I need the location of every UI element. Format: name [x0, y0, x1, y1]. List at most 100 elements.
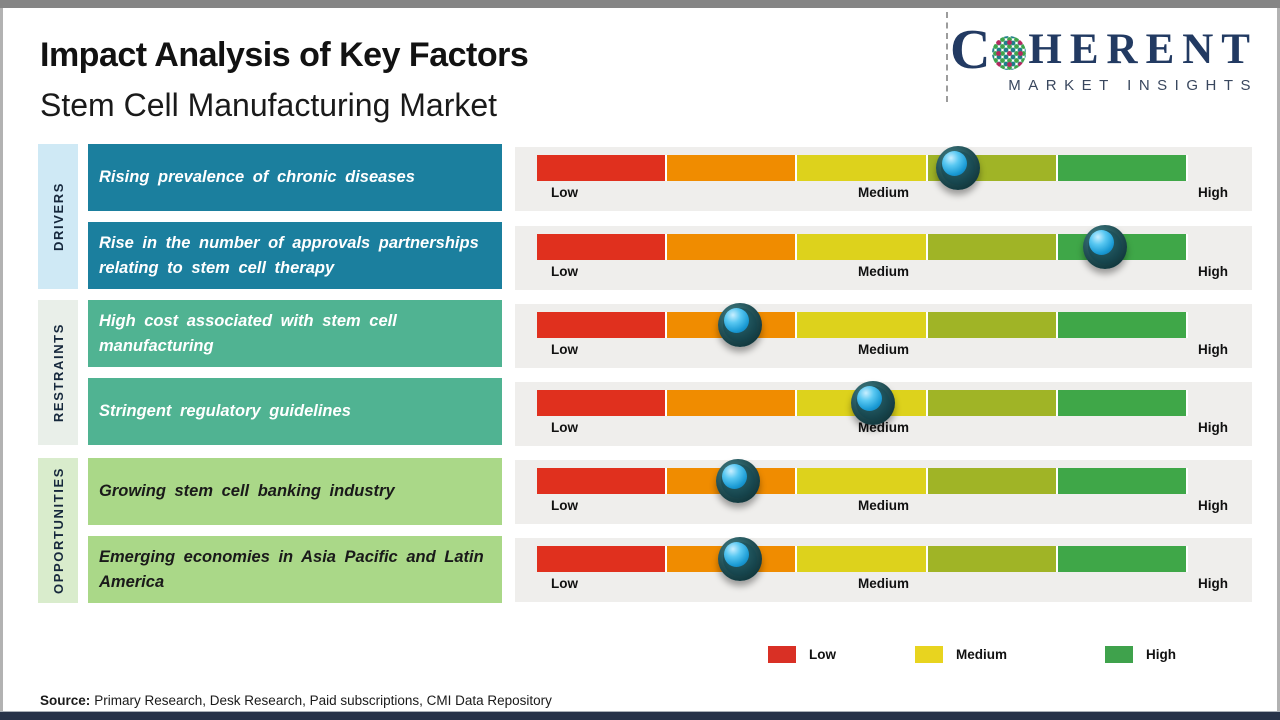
scale-label-medium: Medium: [857, 264, 909, 279]
scale-segment-red: [537, 155, 668, 181]
scale-segment-red: [537, 468, 668, 494]
group-label-restraints: RESTRAINTS: [38, 300, 78, 445]
brand-letter-c: C: [949, 19, 991, 81]
factor-box: Rise in the number of approvals partners…: [88, 222, 502, 289]
impact-scale-bar: [537, 459, 1189, 503]
legend-chip-low: [768, 646, 796, 663]
impact-scale-bar: [537, 225, 1189, 269]
scale-label-medium: Medium: [857, 498, 909, 513]
factor-text: Growing stem cell banking industry: [99, 482, 395, 501]
globe-dots-icon: [992, 36, 1027, 70]
scale-segment-yellowgreen: [927, 468, 1058, 494]
factor-box: High cost associated with stem cell manu…: [88, 300, 502, 367]
source-text: Primary Research, Desk Research, Paid su…: [94, 693, 552, 708]
impact-scale-bar: [537, 537, 1189, 581]
brand-letters-rest: HERENT: [1028, 26, 1258, 73]
scale-segment-red: [537, 546, 668, 572]
legend-chip-medium: [915, 646, 943, 663]
scale-segment-orange: [667, 234, 798, 260]
legend-chip-high: [1105, 646, 1133, 663]
scale-segment-yellow: [797, 546, 928, 572]
impact-marker: [1083, 225, 1128, 269]
page-title: Impact Analysis of Key Factors: [40, 36, 529, 74]
legend-label-medium: Medium: [956, 647, 1008, 662]
scale-label-high: High: [1198, 420, 1228, 435]
scale-label-low: Low: [551, 576, 578, 591]
factor-text: Rise in the number of approvals partners…: [99, 233, 479, 277]
scale-label-high: High: [1198, 498, 1228, 513]
scale-segment-yellow: [797, 155, 928, 181]
factor-box: Growing stem cell banking industry: [88, 458, 502, 525]
legend-label-high: High: [1146, 647, 1176, 662]
legend-item-high: High: [1105, 646, 1176, 663]
group-label-text: OPPORTUNITIES: [50, 467, 66, 594]
scale-segment-orange: [667, 390, 798, 416]
page-left-border: [0, 8, 3, 713]
page-top-border: [0, 0, 1280, 8]
legend-label-low: Low: [809, 647, 836, 662]
impact-scale-bar: [537, 303, 1189, 347]
scale-segment-yellowgreen: [927, 546, 1058, 572]
scale-label-high: High: [1198, 576, 1228, 591]
scale-segment-green: [1057, 390, 1189, 416]
page-bottom-divider: [0, 711, 1280, 712]
scale-label-low: Low: [551, 264, 578, 279]
source-line: Source: Primary Research, Desk Research, …: [40, 693, 552, 708]
impact-track: Low Medium High: [515, 146, 1252, 211]
scale-segment-green: [1057, 468, 1189, 494]
group-label-text: DRIVERS: [50, 182, 66, 251]
scale-segment-green: [1057, 546, 1189, 572]
scale-segment-red: [537, 234, 668, 260]
factor-box: Emerging economies in Asia Pacific and L…: [88, 536, 502, 603]
scale-label-high: High: [1198, 185, 1228, 200]
impact-marker: [936, 146, 981, 190]
brand-tagline: MARKET INSIGHTS: [1008, 77, 1258, 94]
scale-label-medium: Medium: [857, 576, 909, 591]
impact-track: Low Medium High: [515, 303, 1252, 368]
legend-item-medium: Medium: [915, 646, 1007, 663]
group-label-drivers: DRIVERS: [38, 144, 78, 289]
brand-wordmark: C HERENT: [946, 19, 1258, 81]
impact-marker: [850, 381, 895, 425]
impact-track: Low Medium High: [515, 459, 1252, 524]
factor-box: Rising prevalence of chronic diseases: [88, 144, 502, 211]
scale-segment-yellow: [797, 234, 928, 260]
impact-track: Low Medium High: [515, 225, 1252, 290]
scale-segment-yellowgreen: [927, 234, 1058, 260]
impact-scale-bar: [537, 146, 1189, 190]
scale-segment-yellowgreen: [927, 390, 1058, 416]
scale-label-medium: Medium: [857, 185, 909, 200]
impact-marker: [718, 537, 763, 581]
factor-text: Stringent regulatory guidelines: [99, 402, 351, 421]
scale-segment-green: [1057, 155, 1189, 181]
factor-text: Rising prevalence of chronic diseases: [99, 168, 415, 187]
scale-label-medium: Medium: [857, 342, 909, 357]
source-label: Source:: [40, 693, 91, 708]
scale-segment-yellowgreen: [927, 312, 1058, 338]
scale-label-low: Low: [551, 420, 578, 435]
factor-text: High cost associated with stem cell manu…: [99, 311, 397, 355]
legend-item-low: Low: [768, 646, 836, 663]
group-label-text: RESTRAINTS: [50, 322, 66, 423]
scale-label-low: Low: [551, 498, 578, 513]
logo-separator-dashed-line: [946, 12, 948, 102]
scale-label-low: Low: [551, 342, 578, 357]
impact-track: Low Medium High: [515, 381, 1252, 446]
impact-marker: [716, 459, 761, 503]
scale-label-high: High: [1198, 342, 1228, 357]
impact-marker: [718, 303, 763, 347]
scale-label-high: High: [1198, 264, 1228, 279]
page-bottom-border: [0, 712, 1280, 720]
scale-segment-orange: [667, 155, 798, 181]
impact-track: Low Medium High: [515, 537, 1252, 602]
factor-text: Emerging economies in Asia Pacific and L…: [99, 547, 484, 591]
scale-label-low: Low: [551, 185, 578, 200]
page-subtitle: Stem Cell Manufacturing Market: [40, 87, 498, 123]
scale-segment-red: [537, 390, 668, 416]
impact-scale-bar: [537, 381, 1189, 425]
scale-segment-green: [1057, 312, 1189, 338]
group-label-opportunities: OPPORTUNITIES: [38, 458, 78, 603]
scale-segment-yellow: [797, 468, 928, 494]
brand-logo: C HERENT MARKET INSIGHTS: [946, 19, 1258, 94]
page-right-border: [1277, 8, 1280, 713]
